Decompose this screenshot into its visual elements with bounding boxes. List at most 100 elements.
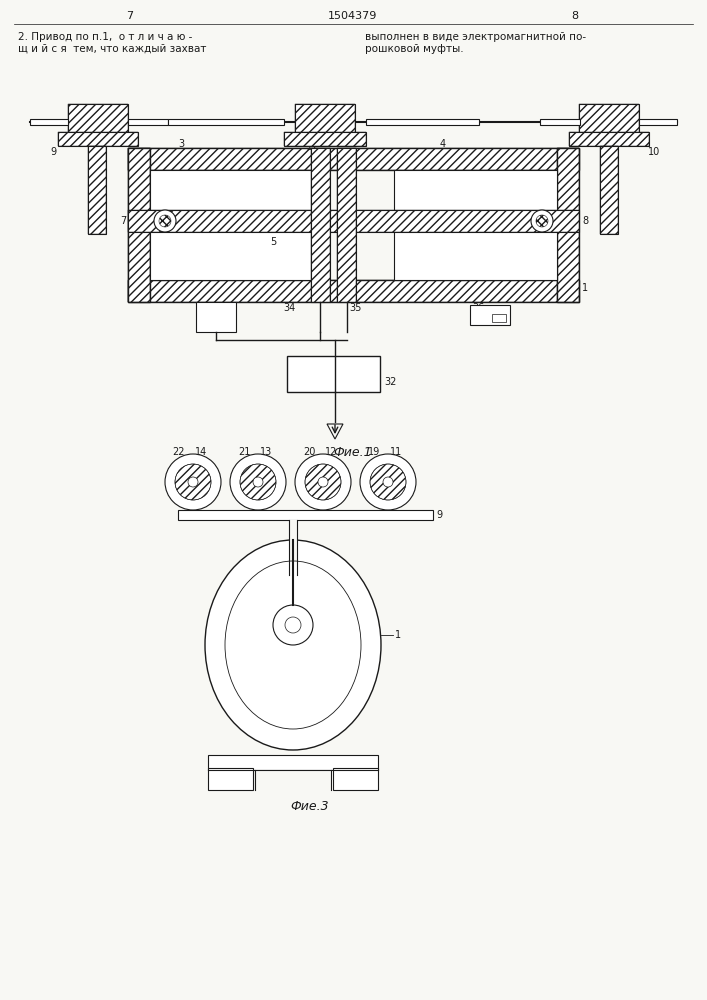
- Bar: [128, 280, 579, 302]
- Ellipse shape: [188, 477, 198, 487]
- Bar: [58, 132, 138, 146]
- Text: 11: 11: [390, 447, 402, 457]
- Ellipse shape: [383, 477, 393, 487]
- Bar: [579, 104, 639, 140]
- Bar: [68, 104, 128, 140]
- Bar: [128, 280, 579, 302]
- Text: 36: 36: [472, 303, 484, 313]
- Bar: [311, 148, 330, 302]
- Bar: [290, 520, 297, 575]
- Ellipse shape: [165, 454, 221, 510]
- Text: 8: 8: [571, 11, 578, 21]
- Text: 19: 19: [368, 447, 380, 457]
- Bar: [128, 210, 579, 232]
- Bar: [569, 132, 649, 146]
- Bar: [128, 148, 150, 302]
- Text: выполнен в виде электромагнитной по-: выполнен в виде электромагнитной по-: [365, 32, 586, 42]
- Bar: [557, 148, 579, 302]
- Bar: [287, 356, 380, 392]
- Bar: [128, 148, 579, 170]
- Bar: [337, 148, 356, 302]
- Bar: [639, 119, 677, 125]
- Bar: [394, 170, 557, 280]
- Text: 33: 33: [218, 303, 230, 313]
- Text: 7: 7: [298, 615, 304, 625]
- Bar: [569, 132, 649, 146]
- Bar: [168, 119, 284, 125]
- Bar: [337, 148, 356, 302]
- Bar: [196, 302, 236, 332]
- Ellipse shape: [230, 454, 286, 510]
- Bar: [128, 119, 168, 125]
- Bar: [366, 119, 479, 125]
- Text: 2: 2: [196, 303, 202, 313]
- Bar: [470, 305, 510, 325]
- Text: 22: 22: [173, 447, 185, 457]
- Bar: [128, 148, 150, 302]
- Text: 2. Привод по п.1,  о т л и ч а ю -: 2. Привод по п.1, о т л и ч а ю -: [18, 32, 192, 42]
- Ellipse shape: [318, 477, 328, 487]
- Bar: [295, 104, 355, 140]
- Text: 1: 1: [582, 283, 588, 293]
- Bar: [600, 146, 618, 234]
- Text: 9: 9: [51, 147, 57, 157]
- Bar: [68, 104, 128, 140]
- Text: 27: 27: [307, 143, 318, 152]
- Text: 10: 10: [648, 147, 660, 157]
- Ellipse shape: [175, 464, 211, 500]
- Bar: [30, 119, 68, 125]
- Text: рошковой муфты.: рошковой муфты.: [365, 44, 464, 54]
- Ellipse shape: [225, 561, 361, 729]
- Bar: [255, 770, 333, 790]
- Ellipse shape: [205, 540, 381, 750]
- Text: 4: 4: [440, 139, 446, 149]
- Ellipse shape: [305, 464, 341, 500]
- Text: 8: 8: [582, 216, 588, 226]
- Bar: [178, 510, 433, 520]
- Text: 13: 13: [260, 447, 272, 457]
- Ellipse shape: [295, 454, 351, 510]
- Text: 7: 7: [127, 11, 134, 21]
- Bar: [128, 210, 579, 232]
- Text: 7: 7: [119, 216, 126, 226]
- Text: 14: 14: [195, 447, 207, 457]
- Text: 3: 3: [178, 139, 184, 149]
- Text: 20: 20: [303, 447, 315, 457]
- Text: 12: 12: [325, 447, 337, 457]
- Bar: [284, 132, 366, 146]
- Text: 21: 21: [238, 447, 250, 457]
- Text: 35: 35: [349, 303, 361, 313]
- Text: б: б: [318, 149, 324, 158]
- Text: щ и й с я  тем, что каждый захват: щ и й с я тем, что каждый захват: [18, 44, 206, 54]
- Bar: [295, 104, 355, 140]
- Text: 9: 9: [436, 510, 442, 520]
- Text: 1: 1: [395, 630, 401, 640]
- Bar: [88, 146, 106, 234]
- Bar: [58, 132, 138, 146]
- Text: Фие.1: Фие.1: [334, 446, 373, 458]
- Bar: [284, 132, 366, 146]
- Bar: [557, 148, 579, 302]
- Text: 34: 34: [283, 303, 296, 313]
- Ellipse shape: [360, 454, 416, 510]
- Bar: [88, 146, 106, 234]
- Text: 32: 32: [384, 377, 397, 387]
- Text: Фие.3: Фие.3: [291, 800, 329, 814]
- Text: 1504379: 1504379: [328, 11, 378, 21]
- Bar: [150, 170, 313, 280]
- Bar: [600, 146, 618, 234]
- Ellipse shape: [273, 605, 313, 645]
- Bar: [208, 755, 378, 770]
- Bar: [311, 148, 330, 302]
- Bar: [208, 768, 253, 790]
- Bar: [128, 148, 579, 170]
- Ellipse shape: [285, 617, 301, 633]
- Ellipse shape: [253, 477, 263, 487]
- Bar: [579, 104, 639, 140]
- Ellipse shape: [154, 210, 176, 232]
- Ellipse shape: [531, 210, 553, 232]
- Ellipse shape: [370, 464, 406, 500]
- Text: 5: 5: [270, 237, 276, 247]
- Bar: [540, 119, 580, 125]
- Bar: [492, 314, 506, 322]
